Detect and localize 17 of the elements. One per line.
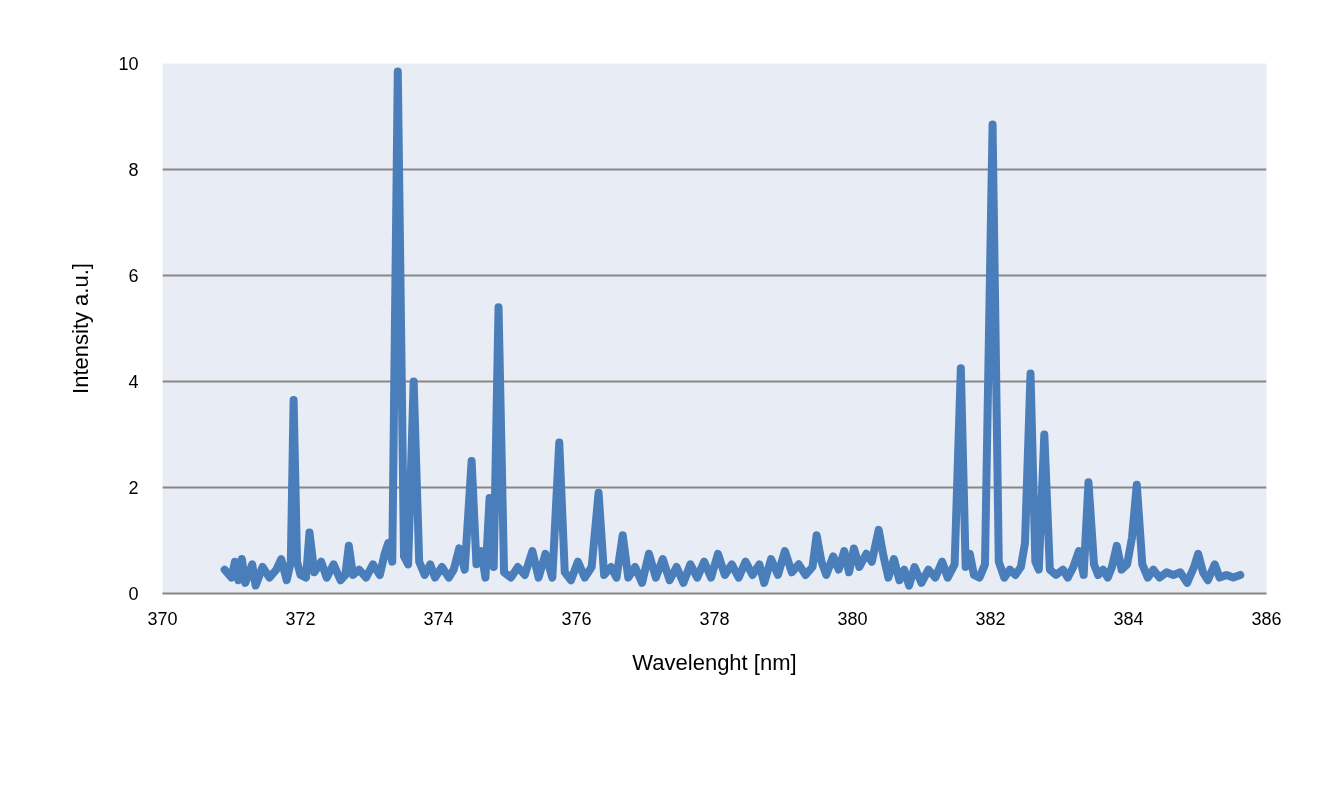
x-tick-label: 372 xyxy=(285,608,316,629)
y-tick-label: 10 xyxy=(118,54,139,74)
x-tick-label: 384 xyxy=(1113,608,1144,629)
y-tick-label: 6 xyxy=(128,266,139,286)
x-tick-label: 370 xyxy=(147,608,178,629)
x-tick-label: 378 xyxy=(699,608,730,629)
y-axis-title: Intensity a.u.] xyxy=(68,263,94,394)
y-tick-label: 8 xyxy=(128,160,139,180)
x-tick-label: 374 xyxy=(423,608,454,629)
y-tick-label: 2 xyxy=(128,478,139,498)
x-tick-label: 380 xyxy=(837,608,868,629)
x-tick-label: 376 xyxy=(561,608,592,629)
x-axis-title: Wavelenght [nm] xyxy=(632,649,797,675)
x-tick-label: 386 xyxy=(1251,608,1282,629)
y-tick-label: 0 xyxy=(128,584,139,604)
x-tick-label: 382 xyxy=(975,608,1006,629)
y-tick-label: 4 xyxy=(128,372,139,392)
